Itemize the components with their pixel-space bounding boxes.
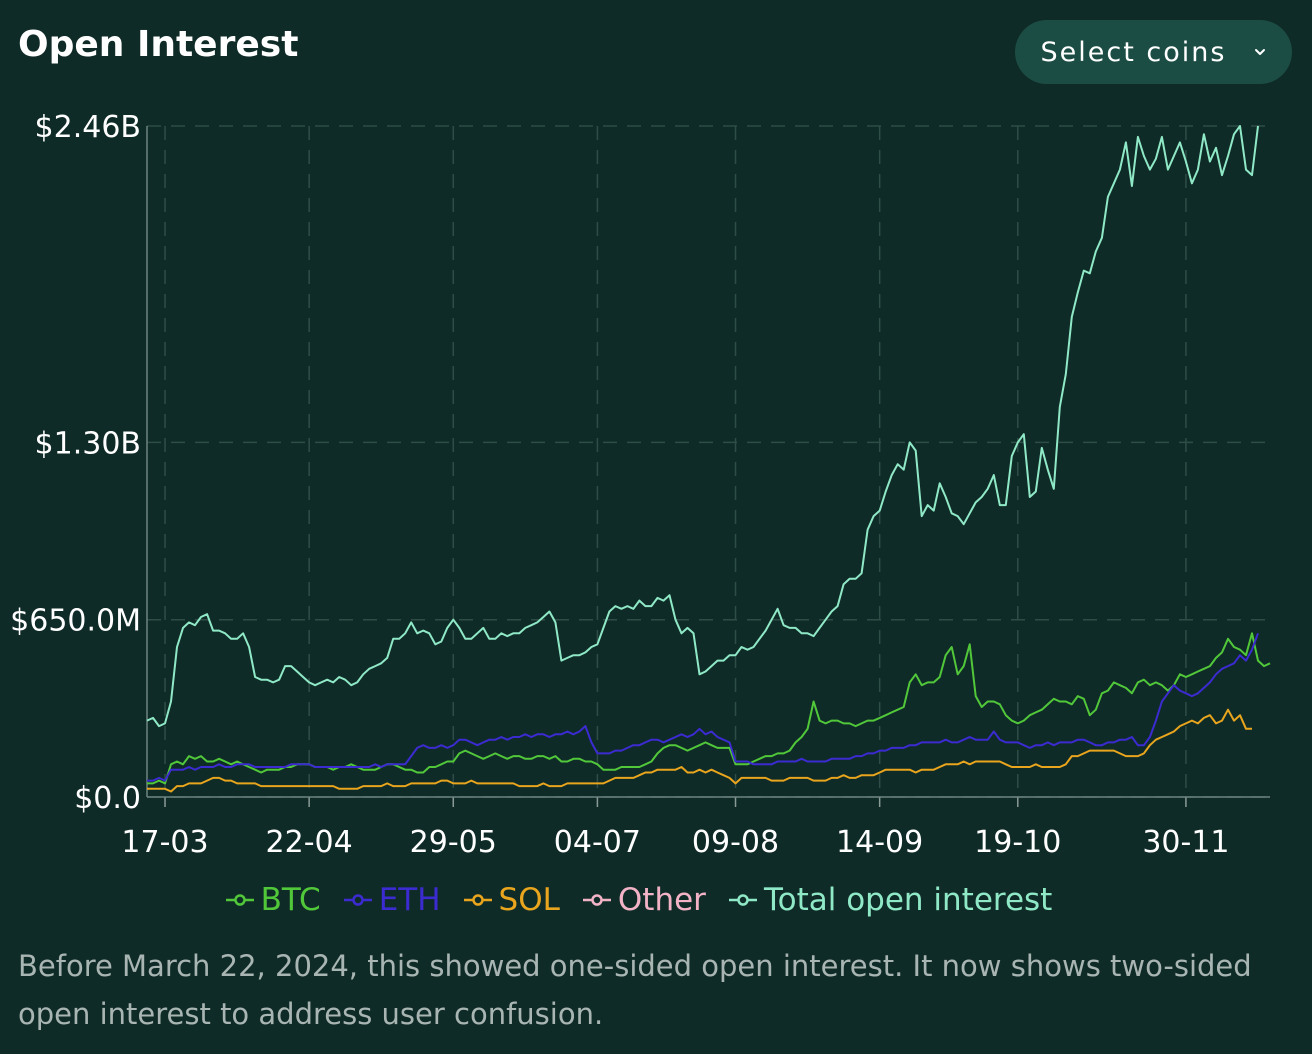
x-tick-label: 22-04 — [266, 825, 353, 860]
legend-marker-icon — [728, 894, 757, 906]
legend-marker-icon — [225, 894, 254, 906]
series-line-eth — [147, 632, 1259, 782]
select-coins-label: Select coins — [1040, 36, 1227, 68]
x-tick-label: 29-05 — [410, 825, 497, 860]
series-line-btc — [147, 632, 1271, 785]
legend-item-btc[interactable]: BTC — [225, 882, 321, 918]
footnote: Before March 22, 2024, this showed one-s… — [18, 949, 1252, 1031]
chart-legend: BTC ETH SOL Other Total open interest — [0, 882, 1277, 918]
series-line-sol — [147, 708, 1252, 793]
legend-label: Total open interest — [763, 882, 1053, 918]
legend-item-eth[interactable]: ETH — [343, 882, 441, 918]
legend-marker-icon — [582, 894, 611, 906]
series-line-total-open-interest — [146, 125, 1259, 728]
y-tick-label: $650.0M — [10, 604, 141, 639]
select-coins-button[interactable]: Select coins — [1015, 20, 1292, 84]
x-tick-label: 09-08 — [692, 825, 779, 860]
legend-label: Other — [617, 882, 706, 918]
x-tick-label: 19-10 — [974, 825, 1061, 860]
x-tick-label: 17-03 — [121, 825, 208, 860]
legend-label: BTC — [260, 882, 321, 918]
open-interest-chart: $2.46B $1.30B $650.0M $0.0 17-03 22-04 29-05 04… — [10, 110, 1271, 860]
x-tick-label: 04-07 — [554, 825, 641, 860]
chevron-down-icon — [1255, 49, 1266, 55]
y-tick-label: $0.0 — [74, 781, 141, 816]
y-tick-label: $1.30B — [35, 426, 141, 461]
x-tick-label: 14-09 — [836, 825, 923, 860]
page-title: Open Interest — [18, 24, 299, 65]
legend-label: SOL — [498, 882, 560, 918]
y-tick-label: $2.46B — [35, 110, 141, 145]
legend-item-total-open-interest[interactable]: Total open interest — [728, 882, 1052, 918]
x-tick-label: 30-11 — [1142, 825, 1229, 860]
legend-label: ETH — [378, 882, 441, 918]
legend-marker-icon — [343, 894, 372, 906]
legend-item-sol[interactable]: SOL — [463, 882, 560, 918]
legend-marker-icon — [463, 894, 492, 906]
legend-item-other[interactable]: Other — [582, 882, 706, 918]
